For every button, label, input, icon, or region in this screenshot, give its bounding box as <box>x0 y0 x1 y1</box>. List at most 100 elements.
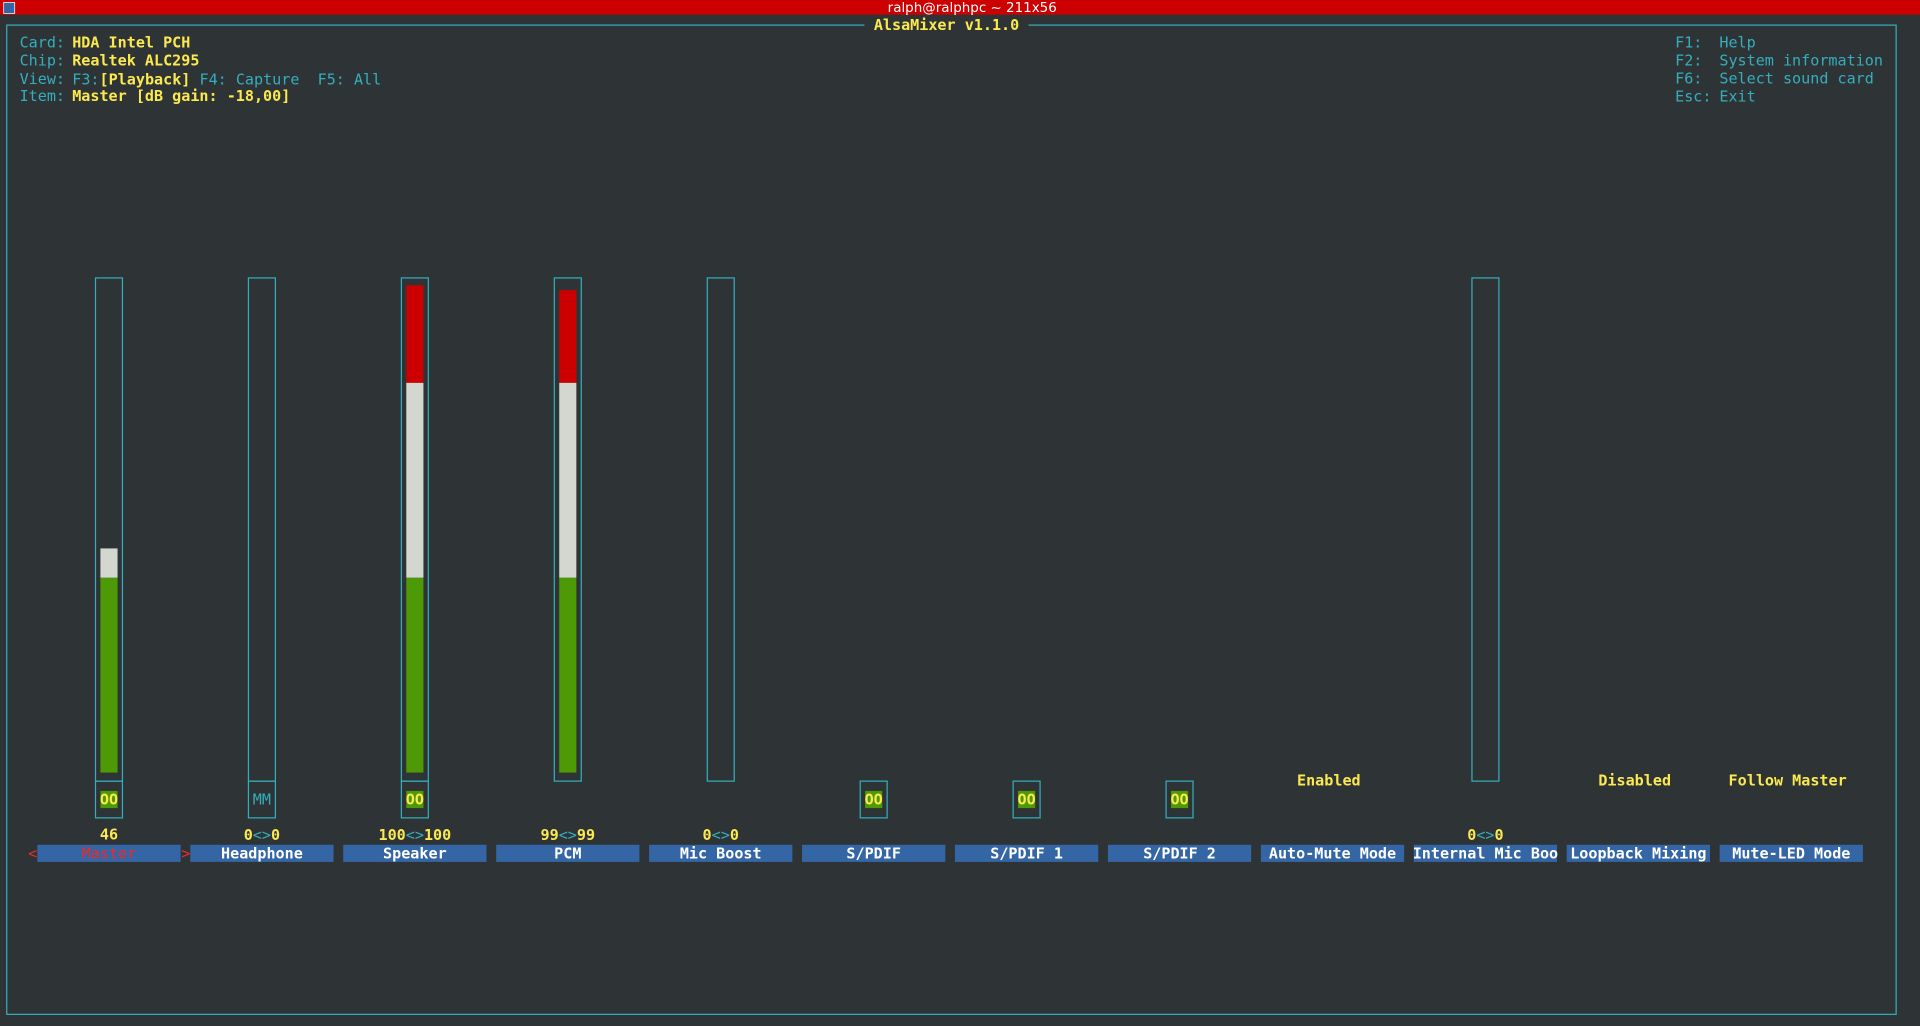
channel-name-bg <box>1107 844 1252 862</box>
level-fill <box>559 382 577 578</box>
level-left: 99 <box>541 826 559 844</box>
slider-frame <box>706 277 735 782</box>
enum-value: Enabled <box>1297 772 1361 790</box>
help-action: Exit <box>1719 87 1755 105</box>
channel-name: Master <box>82 844 137 862</box>
stereo-separator: <> <box>1476 826 1494 844</box>
app-title: AlsaMixer v1.1.0 <box>874 16 1019 34</box>
channel-name: Auto-Mute Mode <box>1269 844 1396 862</box>
switch-frame <box>247 780 276 819</box>
stereo-separator: <> <box>559 826 577 844</box>
window-title: ralph@ralphpc ~ 211x56 <box>888 1 1057 16</box>
level-fill <box>406 382 424 578</box>
level-right: 99 <box>577 826 595 844</box>
help-key: Esc: <box>1675 87 1711 105</box>
switch-state: MM <box>253 791 271 809</box>
view-line: F3:[Playback] F4: Capture F5: All <box>72 70 381 88</box>
level-right: 0 <box>1495 826 1504 844</box>
switch-state: OO <box>1170 791 1188 809</box>
level-fill <box>406 577 424 773</box>
channel-name-bg <box>1260 844 1405 862</box>
switch-frame <box>94 780 124 819</box>
level-left: 0 <box>1467 826 1476 844</box>
view-label: View: <box>20 70 65 88</box>
info-value: HDA Intel PCH <box>72 33 190 51</box>
channel-name: S/PDIF <box>846 844 901 862</box>
level-right: 0 <box>730 826 739 844</box>
slider-frame <box>553 277 582 782</box>
channel-name: Speaker <box>383 844 447 862</box>
switch-on-bg <box>865 790 883 809</box>
view-key: F3: <box>72 70 99 88</box>
title-gap <box>864 17 1029 35</box>
stereo-separator: <> <box>253 826 271 844</box>
channel-name-bg <box>496 844 640 862</box>
level-value: 46 <box>100 826 118 844</box>
help-key: F2: <box>1675 51 1702 69</box>
channel-name-bg <box>1413 844 1558 862</box>
channel-name: Loopback Mixing <box>1570 844 1706 862</box>
level-fill <box>559 290 577 383</box>
help-action: Help <box>1719 33 1755 51</box>
enum-value: Disabled <box>1598 772 1671 790</box>
level-value: 100<>100 <box>378 826 451 844</box>
switch-frame <box>859 780 888 819</box>
switch-on-bg <box>1018 790 1036 809</box>
level-fill <box>559 577 577 773</box>
stereo-separator: <> <box>406 826 424 844</box>
channel-name: Internal Mic Boo <box>1413 844 1558 862</box>
enum-value: Follow Master <box>1729 772 1847 790</box>
stereo-separator: <> <box>712 826 730 844</box>
channel-name-bg <box>954 844 1099 862</box>
channel-name-bg <box>1566 844 1710 862</box>
level-right: 0 <box>271 826 280 844</box>
info-label: Chip: <box>20 52 65 70</box>
level-value: 99<>99 <box>541 826 596 844</box>
switch-frame <box>1012 780 1041 819</box>
level-value: 0<>0 <box>1467 826 1503 844</box>
help-key: F6: <box>1675 69 1702 87</box>
channel-name-bg <box>37 844 181 862</box>
view-current: [Playback] <box>100 70 191 88</box>
channel-name-bg <box>1719 844 1863 862</box>
help-action: System information <box>1719 51 1883 69</box>
channel-name-bg <box>343 844 487 862</box>
help-key: F1: <box>1675 33 1702 51</box>
window-icon <box>3 2 16 14</box>
switch-state: OO <box>100 791 118 809</box>
level-fill <box>406 285 424 383</box>
info-label: Item: <box>20 87 65 105</box>
switch-state: OO <box>1018 791 1036 809</box>
channel-name: PCM <box>554 844 581 862</box>
info-label: Card: <box>20 33 65 51</box>
channel-name: Mute-LED Mode <box>1732 844 1850 862</box>
channel-name-bg <box>802 844 946 862</box>
level-left: 0 <box>244 826 253 844</box>
info-value: Master [dB gain: -18,00] <box>72 87 290 105</box>
level-right: 100 <box>424 826 451 844</box>
switch-on-bg <box>1170 790 1189 809</box>
level-value: 0<>0 <box>703 826 739 844</box>
channel-name: S/PDIF 2 <box>1143 844 1216 862</box>
switch-on-bg <box>406 790 424 809</box>
switch-state: OO <box>406 791 424 809</box>
cursor-left: < <box>28 844 37 862</box>
switch-frame <box>1165 780 1194 819</box>
level-left: 100 <box>378 826 405 844</box>
title-bar <box>0 0 1920 15</box>
help-action: Select sound card <box>1719 69 1873 87</box>
slider-frame <box>1471 277 1500 782</box>
level-fill <box>100 548 118 578</box>
cursor-right: > <box>181 844 190 862</box>
switch-frame <box>400 780 429 819</box>
channel-name-bg <box>649 844 793 862</box>
view-others: F4: Capture F5: All <box>199 70 381 88</box>
level-fill <box>100 577 118 773</box>
channel-name: S/PDIF 1 <box>990 844 1063 862</box>
switch-on-bg <box>100 790 118 809</box>
level-left: 0 <box>703 826 712 844</box>
level-value: 0<>0 <box>244 826 280 844</box>
switch-state: OO <box>865 791 883 809</box>
